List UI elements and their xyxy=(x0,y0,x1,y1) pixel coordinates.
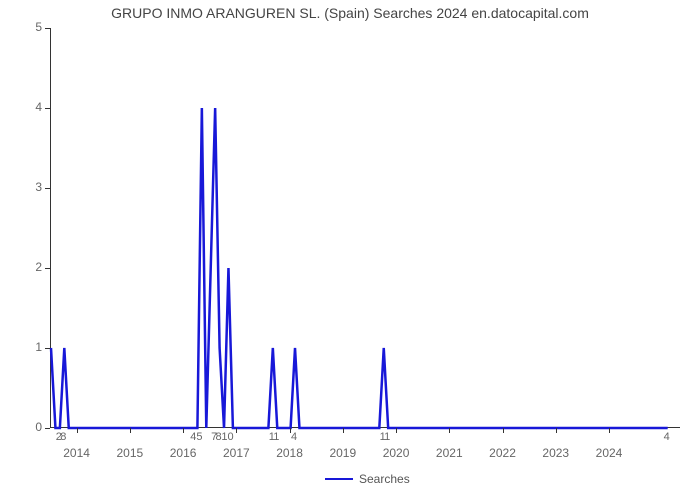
x-tick-mark xyxy=(130,428,131,433)
data-point-label: 10 xyxy=(215,431,239,443)
x-tick-label: 2019 xyxy=(323,446,363,460)
x-tick-label: 2016 xyxy=(163,446,203,460)
data-point-label: 4 xyxy=(655,431,679,443)
y-tick-mark xyxy=(45,188,50,189)
x-tick-label: 2024 xyxy=(589,446,629,460)
data-line xyxy=(51,28,681,428)
chart-title: GRUPO INMO ARANGUREN SL. (Spain) Searche… xyxy=(0,5,700,21)
x-tick-mark xyxy=(449,428,450,433)
x-tick-label: 2021 xyxy=(429,446,469,460)
y-tick-label: 2 xyxy=(22,260,42,274)
legend-swatch xyxy=(325,478,353,480)
y-tick-label: 1 xyxy=(22,340,42,354)
x-tick-mark xyxy=(77,428,78,433)
legend-label: Searches xyxy=(359,472,410,486)
x-tick-label: 2023 xyxy=(536,446,576,460)
x-tick-mark xyxy=(343,428,344,433)
y-tick-mark xyxy=(45,28,50,29)
y-tick-label: 3 xyxy=(22,180,42,194)
x-tick-mark xyxy=(503,428,504,433)
x-tick-label: 2015 xyxy=(110,446,150,460)
x-tick-label: 2020 xyxy=(376,446,416,460)
x-tick-mark xyxy=(556,428,557,433)
x-tick-label: 2014 xyxy=(57,446,97,460)
plot-area xyxy=(50,28,680,428)
y-tick-label: 4 xyxy=(22,100,42,114)
y-tick-label: 0 xyxy=(22,420,42,434)
y-tick-label: 5 xyxy=(22,20,42,34)
legend: Searches xyxy=(325,472,410,486)
y-tick-mark xyxy=(45,268,50,269)
x-tick-label: 2022 xyxy=(483,446,523,460)
data-point-label: 8 xyxy=(51,431,75,443)
data-point-label: 4 xyxy=(282,431,306,443)
x-tick-mark xyxy=(609,428,610,433)
x-tick-label: 2017 xyxy=(216,446,256,460)
chart-container: GRUPO INMO ARANGUREN SL. (Spain) Searche… xyxy=(0,0,700,500)
y-tick-mark xyxy=(45,108,50,109)
y-tick-mark xyxy=(45,428,50,429)
data-point-label: 1 xyxy=(375,431,399,443)
y-tick-mark xyxy=(45,348,50,349)
x-tick-label: 2018 xyxy=(270,446,310,460)
